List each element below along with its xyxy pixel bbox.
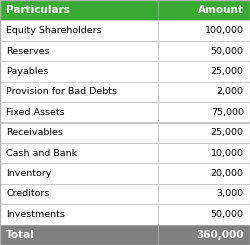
Bar (158, 163, 250, 184)
Bar (0, 82, 158, 102)
Bar (0, 102, 158, 122)
Bar (0, 102, 158, 122)
Bar (158, 143, 250, 163)
Bar (0, 82, 158, 102)
Text: 360,000: 360,000 (196, 230, 244, 240)
Text: 25,000: 25,000 (211, 128, 244, 137)
Bar (158, 61, 250, 82)
Bar (0, 0, 158, 20)
Text: Fixed Assets: Fixed Assets (6, 108, 65, 117)
Bar (0, 204, 158, 225)
Text: 2,000: 2,000 (217, 87, 244, 96)
Bar (158, 122, 250, 143)
Bar (158, 61, 250, 82)
Text: Equity Shareholders: Equity Shareholders (6, 26, 102, 35)
Text: 100,000: 100,000 (205, 26, 244, 35)
Bar (0, 41, 158, 61)
Bar (158, 20, 250, 41)
Text: 25,000: 25,000 (211, 67, 244, 76)
Bar (0, 0, 158, 20)
Bar (158, 143, 250, 163)
Bar (158, 0, 250, 20)
Bar (158, 184, 250, 204)
Bar (0, 163, 158, 184)
Text: Total: Total (6, 230, 35, 240)
Text: 50,000: 50,000 (211, 47, 244, 56)
Text: 50,000: 50,000 (211, 210, 244, 219)
Text: Inventory: Inventory (6, 169, 52, 178)
Text: Amount: Amount (198, 5, 244, 15)
Bar (0, 41, 158, 61)
Bar (158, 102, 250, 122)
Bar (158, 225, 250, 245)
Text: Creditors: Creditors (6, 189, 50, 198)
Text: 20,000: 20,000 (211, 169, 244, 178)
Bar (0, 225, 158, 245)
Bar (0, 122, 158, 143)
Bar (0, 61, 158, 82)
Text: 75,000: 75,000 (211, 108, 244, 117)
Text: 3,000: 3,000 (216, 189, 244, 198)
Bar (158, 20, 250, 41)
Bar (158, 102, 250, 122)
Bar (0, 184, 158, 204)
Text: Payables: Payables (6, 67, 48, 76)
Bar (0, 20, 158, 41)
Bar (158, 0, 250, 20)
Bar (158, 225, 250, 245)
Text: Receivables: Receivables (6, 128, 63, 137)
Bar (0, 143, 158, 163)
Bar (158, 163, 250, 184)
Text: 10,000: 10,000 (211, 149, 244, 158)
Text: Cash and Bank: Cash and Bank (6, 149, 78, 158)
Bar (158, 204, 250, 225)
Text: Investments: Investments (6, 210, 65, 219)
Bar (0, 143, 158, 163)
Bar (158, 204, 250, 225)
Bar (158, 184, 250, 204)
Text: Particulars: Particulars (6, 5, 70, 15)
Bar (0, 122, 158, 143)
Bar (0, 61, 158, 82)
Bar (158, 122, 250, 143)
Bar (158, 41, 250, 61)
Bar (0, 204, 158, 225)
Bar (0, 20, 158, 41)
Bar (0, 163, 158, 184)
Bar (158, 41, 250, 61)
Bar (0, 184, 158, 204)
Text: Reserves: Reserves (6, 47, 50, 56)
Bar (158, 82, 250, 102)
Text: Provision for Bad Debts: Provision for Bad Debts (6, 87, 117, 96)
Bar (158, 82, 250, 102)
Bar (0, 225, 158, 245)
